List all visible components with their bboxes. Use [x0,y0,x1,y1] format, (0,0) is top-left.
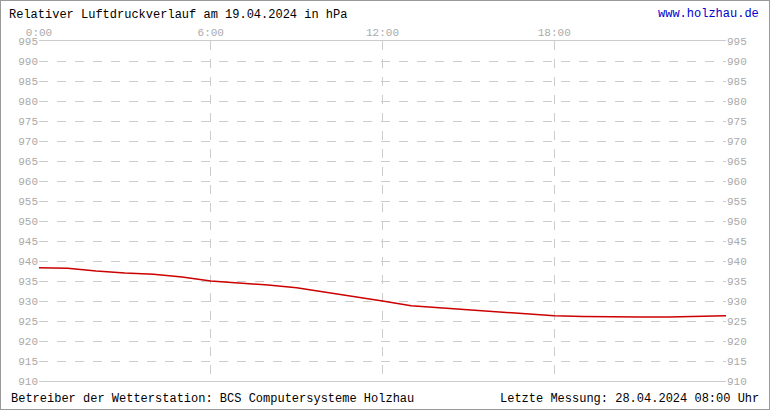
svg-text:915: 915 [18,356,38,368]
svg-text:935: 935 [18,276,38,288]
svg-text:970: 970 [727,136,747,148]
svg-text:910: 910 [18,376,38,388]
svg-text:930: 930 [18,296,38,308]
svg-text:965: 965 [18,156,38,168]
svg-text:980: 980 [18,96,38,108]
svg-text:18:00: 18:00 [538,27,571,39]
svg-text:975: 975 [727,116,747,128]
svg-text:970: 970 [18,136,38,148]
svg-text:Betreiber der Wetterstation: B: Betreiber der Wetterstation: BCS Compute… [11,392,414,406]
svg-text:925: 925 [18,316,38,328]
svg-text:940: 940 [18,256,38,268]
svg-text:990: 990 [18,56,38,68]
svg-text:980: 980 [727,96,747,108]
svg-text:950: 950 [727,216,747,228]
svg-text:960: 960 [727,176,747,188]
svg-text:985: 985 [18,76,38,88]
svg-text:950: 950 [18,216,38,228]
svg-text:960: 960 [18,176,38,188]
svg-text:945: 945 [727,236,747,248]
svg-text:Letzte Messung: 28.04.2024 08:: Letzte Messung: 28.04.2024 08:00 Uhr [500,392,759,406]
svg-text:975: 975 [18,116,38,128]
svg-text:965: 965 [727,156,747,168]
svg-text:935: 935 [727,276,747,288]
svg-text:910: 910 [727,376,747,388]
svg-text:945: 945 [18,236,38,248]
svg-text:915: 915 [727,356,747,368]
svg-text:925: 925 [727,316,747,328]
svg-text:920: 920 [18,336,38,348]
svg-text:12:00: 12:00 [366,27,399,39]
svg-text:920: 920 [727,336,747,348]
svg-text:985: 985 [727,76,747,88]
svg-text:995: 995 [727,36,747,48]
svg-text:955: 955 [727,196,747,208]
svg-text:www.holzhau.de: www.holzhau.de [658,7,759,21]
svg-text:990: 990 [727,56,747,68]
svg-text:955: 955 [18,196,38,208]
svg-text:930: 930 [727,296,747,308]
svg-text:940: 940 [727,256,747,268]
svg-text:0:00: 0:00 [26,27,52,39]
svg-text:6:00: 6:00 [198,27,224,39]
svg-text:995: 995 [18,36,38,48]
svg-text:Relativer Luftdruckverlauf am: Relativer Luftdruckverlauf am 19.04.2024… [9,8,347,22]
